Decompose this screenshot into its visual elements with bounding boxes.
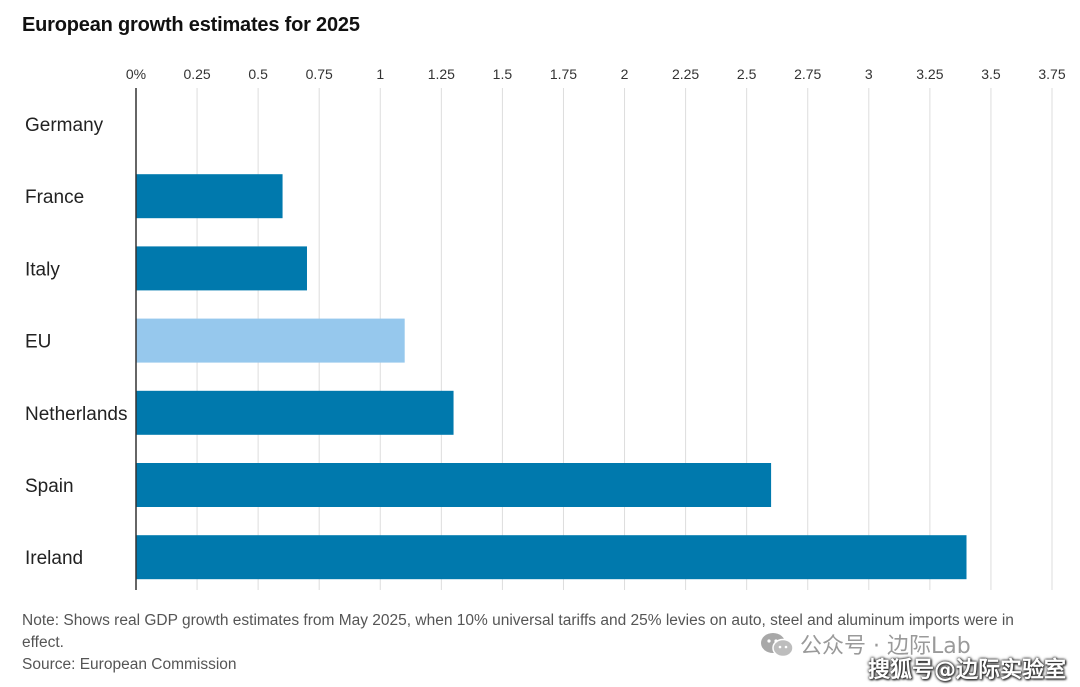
bar-netherlands (136, 390, 454, 435)
category-label: France (25, 187, 84, 208)
x-tick-label: 0% (126, 66, 146, 82)
x-tick-label: 1 (376, 66, 384, 82)
x-tick-label: 3.5 (981, 66, 1001, 82)
category-label: Netherlands (25, 404, 127, 425)
x-tick-label: 3.75 (1038, 66, 1065, 82)
x-tick-label: 1.5 (493, 66, 513, 82)
chart-source: Source: European Commission (22, 656, 237, 673)
x-tick-label: 1.75 (550, 66, 577, 82)
category-label: Germany (25, 115, 104, 136)
bar-italy (136, 246, 307, 291)
watermark-line2: 搜狐号@边际实验室 (868, 658, 1067, 683)
chart-note: Note: Shows real GDP growth estimates fr… (22, 612, 1014, 651)
category-label: EU (25, 332, 51, 353)
category-label: Spain (25, 476, 74, 497)
watermark-text-1: 公众号 · 边际Lab (800, 634, 971, 659)
chart-title: European growth estimates for 2025 (22, 14, 360, 36)
x-tick-label: 1.25 (428, 66, 455, 82)
x-tick-label: 2.5 (737, 66, 757, 82)
x-tick-label: 2.25 (672, 66, 699, 82)
category-labels: Germany France Italy EU Netherlands Spain Irel… (25, 115, 127, 569)
bar-eu (136, 318, 405, 363)
wechat-icon (760, 632, 794, 658)
x-tick-label: 3.25 (916, 66, 943, 82)
bar-chart: 0% 0.25 0.5 0.75 1 1.25 1.5 1.75 2 2.25 2.5 2.75 3 3.… (25, 66, 1066, 590)
bar-ireland (136, 535, 967, 580)
x-tick-label: 3 (865, 66, 873, 82)
x-tick-label: 2 (621, 66, 629, 82)
category-label: Ireland (25, 548, 83, 569)
bar-spain (136, 463, 772, 507)
x-tick-label: 2.75 (794, 66, 821, 82)
bar-france (136, 174, 283, 219)
x-tick-label: 0.25 (183, 66, 210, 82)
x-tick-label: 0.75 (306, 66, 333, 82)
x-tick-label: 0.5 (248, 66, 268, 82)
x-axis-ticks: 0% 0.25 0.5 0.75 1 1.25 1.5 1.75 2 2.25 2.5 2.75 3 3.… (126, 66, 1066, 82)
category-label: Italy (25, 259, 60, 280)
watermark-line1: 公众号 · 边际Lab (760, 628, 971, 660)
bars (136, 174, 967, 580)
